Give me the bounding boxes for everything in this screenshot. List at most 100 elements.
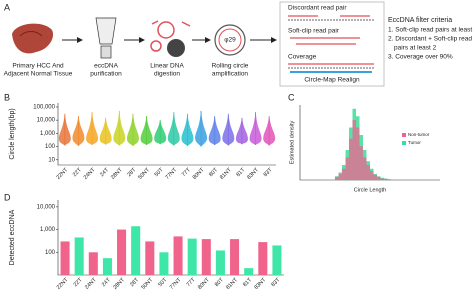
x-tick-label: 77NT	[164, 167, 178, 181]
bar	[131, 226, 141, 275]
tube-icon	[95, 17, 117, 45]
bar	[145, 241, 155, 275]
hist-bar	[387, 179, 391, 180]
hist-bar	[341, 168, 346, 180]
violin-body	[140, 116, 153, 146]
y-tick-label: 100	[45, 144, 56, 150]
x-tick-label: 50T	[157, 277, 168, 288]
hist-bar	[373, 174, 378, 180]
rca-circle	[214, 24, 246, 56]
hist-bar	[355, 127, 360, 180]
bar	[258, 242, 268, 275]
x-tick-label: 28T	[129, 277, 140, 288]
x-tick-label: 77T	[186, 277, 197, 288]
bar	[215, 250, 225, 275]
x-axis-label: Circle Length	[354, 187, 386, 193]
y-tick-label: 100,000	[33, 105, 55, 111]
dna-circle	[157, 21, 175, 39]
linear-dna	[151, 20, 191, 27]
bar	[230, 239, 240, 275]
violin-body	[99, 117, 112, 146]
step-label: eccDNA	[94, 63, 119, 70]
x-tick-label: 83T	[270, 277, 281, 288]
violin-body	[58, 113, 71, 146]
read-label: Soft-clip read pair	[288, 28, 340, 35]
x-tick-label: 28NT	[112, 277, 126, 291]
x-tick-label: 81NT	[225, 277, 239, 291]
axis	[57, 103, 276, 166]
x-tick-label: 22NT	[55, 167, 69, 181]
tool-label: Circle-Map Realign	[304, 77, 360, 84]
reads-box	[279, 1, 385, 87]
x-tick-label: 22NT	[56, 277, 70, 291]
y-axis-label: Estimated density	[289, 121, 295, 165]
x-tick-label: 24NT	[84, 277, 98, 291]
x-tick-label: 80NT	[192, 167, 206, 181]
y-tick-label: 10,000	[37, 204, 56, 210]
legend-swatch	[402, 133, 406, 137]
enzyme-label: φ29	[224, 37, 236, 44]
x-tick-label: 24T	[99, 167, 110, 178]
panel-label: D	[4, 192, 11, 202]
x-tick-label: 81T	[235, 167, 246, 178]
tube-icon	[100, 45, 112, 59]
legend-swatch	[402, 141, 406, 145]
violin-body	[127, 113, 139, 147]
read-label: Discordant read pair	[288, 5, 347, 12]
hist-bar	[366, 165, 370, 180]
y-tick-label: 1,000	[40, 227, 56, 233]
hist-bar	[384, 178, 388, 180]
x-tick-label: 22T	[73, 277, 84, 288]
x-tick-label: 22T	[72, 167, 83, 178]
hist-bar	[363, 157, 367, 180]
bar	[60, 241, 70, 275]
hist-bar	[335, 177, 339, 180]
x-tick-label: 80NT	[197, 277, 211, 291]
criteria-item: 3. Coverage over 90%	[388, 54, 453, 61]
bar	[201, 239, 211, 275]
violin-body	[167, 112, 180, 146]
violin-body	[249, 112, 262, 146]
violin-body	[208, 116, 221, 146]
bar	[173, 236, 183, 275]
hist-bar	[370, 171, 374, 180]
violin-body	[195, 110, 207, 148]
x-tick-label: 24NT	[83, 167, 97, 181]
bar	[88, 252, 98, 275]
hist-bar	[359, 146, 364, 180]
read-line	[288, 15, 374, 65]
panel-label: A	[4, 2, 10, 12]
liver-icon	[12, 23, 54, 54]
hist-bar	[348, 138, 353, 180]
x-tick-label: 50NT	[140, 277, 154, 291]
violin-body	[263, 116, 276, 146]
x-tick-label: 77NT	[169, 277, 183, 291]
rca-circle	[218, 28, 242, 52]
x-tick-label: 28NT	[110, 167, 124, 181]
y-axis-label: Circle length(bp)	[9, 108, 16, 159]
bar	[74, 237, 84, 275]
bar	[187, 238, 197, 275]
violin-body	[154, 120, 167, 145]
violin-body	[72, 116, 85, 147]
criteria-item: 1. Soft-clip read pairs at least 1	[388, 27, 474, 34]
violin-body	[86, 112, 98, 146]
y-tick-label: 100	[45, 250, 56, 256]
legend-label: Tumor	[408, 140, 421, 145]
x-tick-label: 81T	[242, 277, 253, 288]
x-tick-label: 50NT	[137, 167, 151, 181]
liver-detail	[19, 31, 43, 37]
violin-body	[236, 117, 248, 145]
enzyme-icon	[167, 39, 185, 57]
x-tick-label: 83NT	[246, 167, 260, 181]
bar	[159, 252, 169, 275]
x-tick-label: 24T	[101, 277, 112, 288]
x-tick-label: 83NT	[253, 277, 267, 291]
criteria-item: pairs at least 2	[394, 45, 437, 52]
hist-bar	[377, 177, 381, 180]
x-tick-label: 77T	[181, 167, 192, 178]
y-tick-label: 10	[48, 157, 55, 163]
hist-bar	[345, 157, 349, 180]
legend-label: Non-tumor	[408, 132, 430, 137]
